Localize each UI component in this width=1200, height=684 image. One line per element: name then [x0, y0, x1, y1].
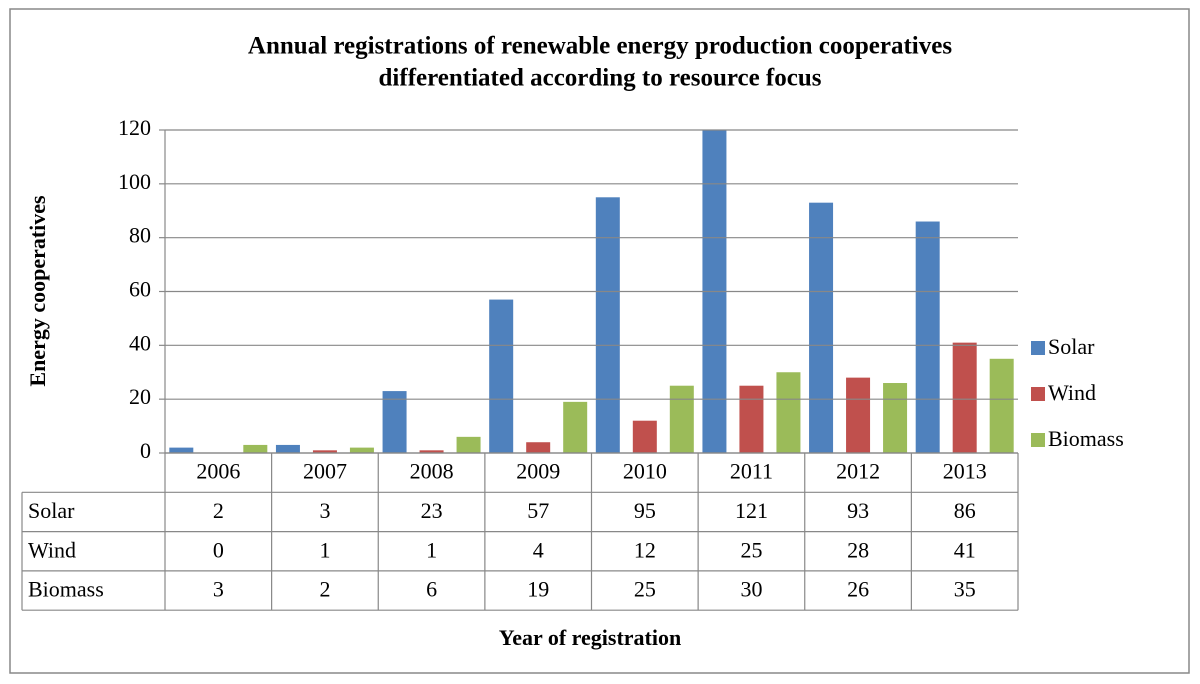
table-value: 2 — [319, 577, 330, 602]
chart-title: differentiated according to resource foc… — [379, 65, 822, 92]
table-value: 35 — [954, 577, 976, 602]
table-value: 3 — [213, 577, 224, 602]
x-tick-label: 2010 — [623, 459, 667, 484]
x-tick-label: 2007 — [303, 459, 347, 484]
y-tick-label: 80 — [129, 223, 151, 248]
bar — [349, 447, 374, 453]
table-value: 2 — [213, 498, 224, 523]
table-value: 12 — [634, 537, 656, 562]
table-value: 86 — [954, 498, 976, 523]
table-value: 1 — [319, 537, 330, 562]
bar — [702, 130, 727, 453]
y-tick-label: 60 — [129, 277, 151, 302]
y-tick-label: 100 — [118, 169, 151, 194]
table-value: 95 — [634, 498, 656, 523]
bar — [243, 444, 268, 453]
legend-label: Wind — [1048, 380, 1096, 405]
bar — [669, 385, 694, 453]
bar — [382, 391, 407, 453]
bar — [846, 377, 871, 453]
table-value: 28 — [847, 537, 869, 562]
table-value: 3 — [319, 498, 330, 523]
bar — [312, 450, 337, 453]
legend-label: Biomass — [1048, 426, 1124, 451]
x-tick-label: 2011 — [730, 459, 773, 484]
bar — [563, 401, 588, 453]
bar — [169, 447, 194, 453]
x-tick-label: 2012 — [836, 459, 880, 484]
table-row-label: Solar — [28, 498, 75, 523]
table-value: 4 — [533, 537, 544, 562]
table-value: 19 — [527, 577, 549, 602]
bar — [809, 202, 834, 453]
table-value: 25 — [740, 537, 762, 562]
y-tick-label: 0 — [140, 438, 151, 463]
chart-title: Annual registrations of renewable energy… — [248, 33, 952, 60]
table-value: 25 — [634, 577, 656, 602]
bar — [632, 420, 657, 453]
bar — [419, 450, 444, 453]
x-tick-label: 2013 — [943, 459, 987, 484]
bar — [595, 197, 620, 453]
bars — [169, 130, 1014, 453]
bar — [456, 436, 481, 453]
table-row-label: Biomass — [28, 577, 104, 602]
x-tick-label: 2008 — [410, 459, 454, 484]
x-tick-label: 2009 — [516, 459, 560, 484]
bar — [526, 442, 551, 453]
bar — [489, 299, 514, 453]
legend-swatch — [1031, 387, 1045, 401]
bar — [989, 358, 1014, 453]
y-tick-label: 120 — [118, 115, 151, 140]
bar — [883, 383, 908, 453]
bar — [952, 342, 977, 453]
table-value: 6 — [426, 577, 437, 602]
table-value: 30 — [740, 577, 762, 602]
x-axis-label: Year of registration — [499, 625, 681, 650]
table-value: 0 — [213, 537, 224, 562]
bar — [275, 444, 300, 453]
y-tick-label: 40 — [129, 330, 151, 355]
table-value: 93 — [847, 498, 869, 523]
table-value: 23 — [421, 498, 443, 523]
legend-label: Solar — [1048, 334, 1095, 359]
legend-swatch — [1031, 341, 1045, 355]
bar — [739, 385, 764, 453]
bar — [915, 221, 940, 453]
table-value: 121 — [735, 498, 768, 523]
bar — [776, 372, 801, 453]
table-row-label: Wind — [28, 537, 76, 562]
y-tick-label: 20 — [129, 384, 151, 409]
table-value: 26 — [847, 577, 869, 602]
y-axis-label: Energy cooperatives — [25, 195, 50, 387]
x-tick-label: 2006 — [196, 459, 240, 484]
table-value: 41 — [954, 537, 976, 562]
table-value: 57 — [527, 498, 549, 523]
legend-swatch — [1031, 433, 1045, 447]
table-value: 1 — [426, 537, 437, 562]
